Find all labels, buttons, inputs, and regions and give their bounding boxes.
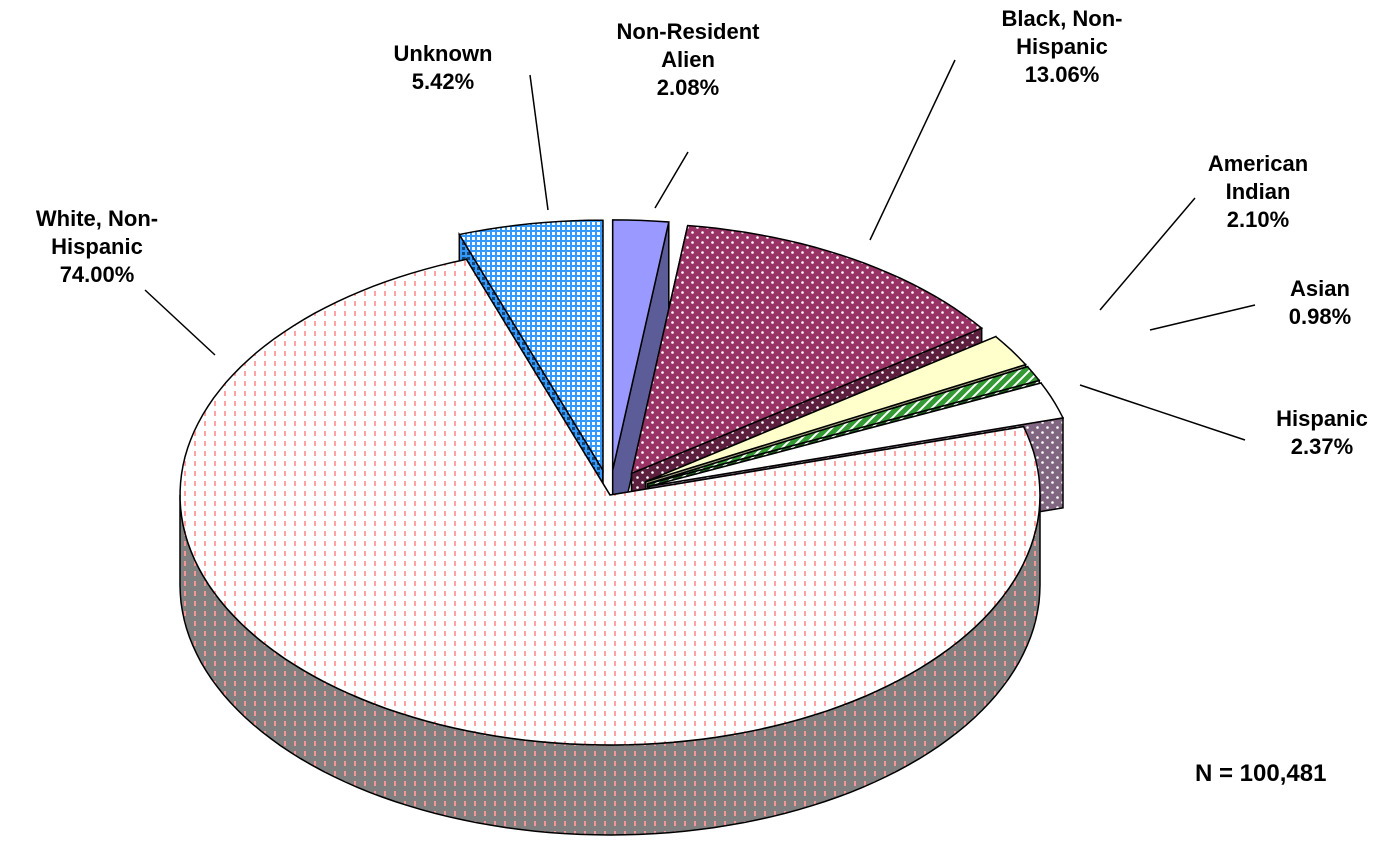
- leader-line: [869, 59, 956, 241]
- slice-label: Hispanic 2.37%: [1252, 405, 1388, 461]
- value-label: 13.06%: [1024, 62, 1100, 87]
- slice-label: White, Non-Hispanic 74.00%: [2, 205, 192, 289]
- category-label: Unknown: [393, 41, 493, 66]
- value-label: 2.37%: [1290, 434, 1354, 459]
- value-label: 0.98%: [1288, 304, 1352, 329]
- slice-label: Asian 0.98%: [1260, 275, 1380, 331]
- slice-label: Non-Resident Alien 2.08%: [588, 18, 788, 102]
- leader-line: [1079, 384, 1246, 441]
- slice-label: American Indian 2.10%: [1183, 150, 1333, 234]
- annotation: N = 100,481: [1195, 760, 1327, 787]
- slice-top: [630, 224, 984, 475]
- category-label: American Indian: [1207, 151, 1309, 204]
- leader-line: [654, 151, 689, 209]
- leader-line: [1149, 304, 1256, 331]
- value-label: 5.42%: [411, 69, 475, 94]
- slice-label: Black, Non-Hispanic 13.06%: [967, 5, 1157, 89]
- value-label: 74.00%: [59, 262, 135, 287]
- category-label: Hispanic: [1276, 406, 1368, 431]
- slice-top: [647, 365, 1041, 485]
- value-label: 2.08%: [656, 75, 720, 100]
- slice-label: Unknown 5.42%: [363, 40, 523, 96]
- category-label: Black, Non-Hispanic: [1001, 6, 1123, 59]
- value-label: 2.10%: [1226, 207, 1290, 232]
- slice-top: [179, 258, 1041, 746]
- category-label: Non-Resident Alien: [616, 19, 760, 72]
- category-label: White, Non-Hispanic: [35, 206, 159, 259]
- leader-line: [529, 74, 549, 211]
- slice-top: [649, 382, 1065, 488]
- category-label: Asian: [1290, 276, 1350, 301]
- slice-top: [458, 219, 604, 473]
- leader-line: [1099, 197, 1196, 311]
- leader-line: [144, 289, 216, 356]
- slice-top: [645, 335, 1027, 483]
- slice-top: [611, 219, 670, 471]
